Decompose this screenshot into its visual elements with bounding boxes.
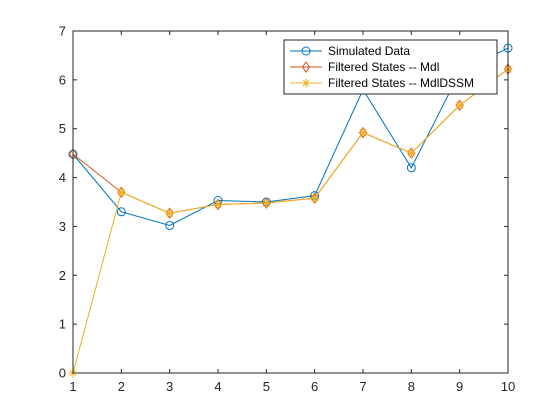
- x-tick-label: 7: [359, 379, 366, 394]
- legend-item-1: Simulated Data: [290, 44, 410, 58]
- legend-label: Filtered States -- Mdl: [328, 60, 439, 74]
- data-point: [116, 207, 126, 217]
- x-tick-label: 8: [408, 379, 415, 394]
- y-tick-label: 3: [59, 219, 66, 234]
- legend: Simulated Data Filtered States -- Mdl Filt…: [283, 39, 498, 95]
- x-tick-label: 4: [214, 379, 221, 394]
- data-point: [406, 148, 416, 158]
- y-tick-label: 4: [59, 170, 66, 185]
- data-point: [165, 208, 175, 218]
- legend-item-3: Filtered States -- MdlDSSM: [290, 76, 474, 90]
- series-line: [72, 68, 509, 374]
- y-tick-label: 2: [59, 268, 66, 283]
- x-tick-label: 10: [501, 379, 515, 394]
- data-point: [406, 163, 416, 173]
- legend-label: Filtered States -- MdlDSSM: [328, 76, 474, 90]
- legend-marker: [301, 61, 311, 73]
- series-line: [72, 47, 509, 226]
- x-tick-label: 3: [166, 379, 173, 394]
- x-tick-label: 9: [456, 379, 463, 394]
- legend-label: Simulated Data: [328, 44, 410, 58]
- y-tick-label: 1: [59, 317, 66, 332]
- data-point: [116, 187, 126, 197]
- data-point: [213, 199, 223, 209]
- y-tick-label: 5: [59, 121, 66, 136]
- legend-marker: [301, 78, 311, 88]
- data-point: [165, 220, 175, 230]
- legend-item-2: Filtered States -- Mdl: [290, 60, 439, 74]
- x-tick-label: 6: [311, 379, 318, 394]
- x-tick-label: 1: [69, 379, 76, 394]
- x-tick-label: 2: [118, 379, 125, 394]
- axes-box: [72, 30, 509, 374]
- data-point: [261, 198, 271, 208]
- y-tick-label: 7: [59, 24, 66, 39]
- data-point: [310, 193, 320, 203]
- data-point: [358, 128, 368, 138]
- legend-marker: [301, 46, 311, 56]
- data-point: [455, 100, 465, 110]
- x-tick-label: 5: [263, 379, 270, 394]
- y-tick-label: 6: [59, 72, 66, 87]
- y-tick-label: 0: [59, 366, 66, 381]
